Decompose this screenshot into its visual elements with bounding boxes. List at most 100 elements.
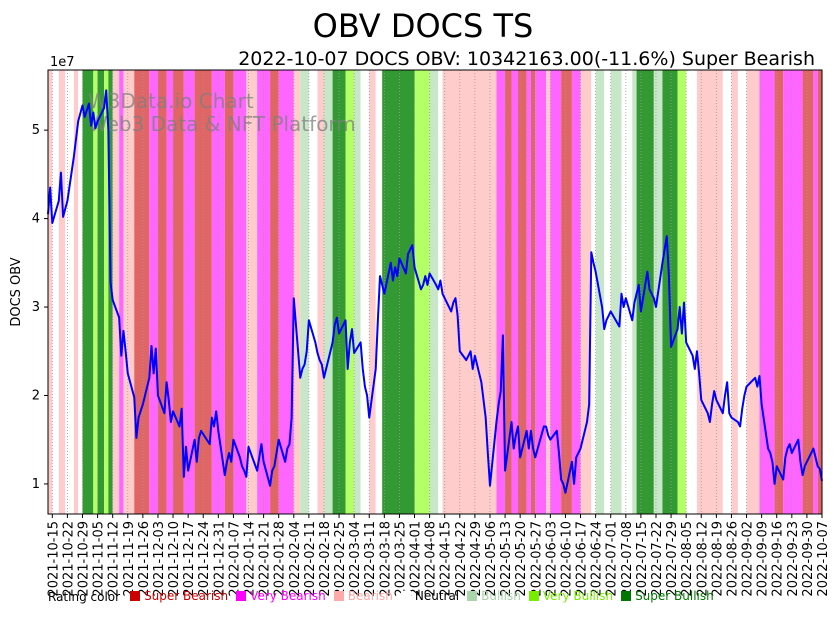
obv-series-line xyxy=(47,89,823,494)
rating-band-very_bearish xyxy=(813,70,818,514)
rating-band-bearish xyxy=(48,70,53,514)
x-tick-label: 2021-12-10 xyxy=(167,521,182,597)
x-tick-label: 2022-09-02 xyxy=(741,521,756,597)
x-tick-label: 2022-04-29 xyxy=(469,521,484,597)
x-axis: 2021-10-15 2021-10-22 2021-10-29 2021-11-05… xyxy=(46,514,831,597)
legend-label: Very Bearish xyxy=(250,589,326,603)
x-tick-label: 2022-05-06 xyxy=(484,521,499,597)
rating-band-bearish xyxy=(580,70,592,514)
rating-band-bearish xyxy=(731,70,738,514)
x-tick-label: 2022-08-26 xyxy=(725,521,740,597)
rating-band-bearish xyxy=(546,70,551,514)
x-tick-label: 2021-12-24 xyxy=(197,521,212,597)
legend-swatch xyxy=(130,591,141,601)
x-tick-label: 2022-04-15 xyxy=(439,521,454,597)
y-tick-label: 4 xyxy=(32,212,40,227)
rating-band-very_bearish xyxy=(119,70,124,514)
legend-item: Super Bearish xyxy=(130,589,228,603)
rating-band-very_bullish xyxy=(345,70,355,514)
rating-band-bearish xyxy=(369,70,376,514)
x-tick-label: 2022-03-25 xyxy=(393,521,408,597)
legend-label: Neutral xyxy=(414,589,460,603)
x-tick-label: 2022-04-01 xyxy=(409,521,424,597)
x-tick-label: 2022-01-28 xyxy=(273,521,288,597)
x-tick-label: 2022-02-11 xyxy=(303,521,318,597)
x-tick-label: 2022-03-11 xyxy=(363,521,378,597)
rating-band-bullish xyxy=(610,70,622,514)
legend-title: Rating color xyxy=(48,589,121,604)
x-tick-label: 2022-06-24 xyxy=(590,521,605,597)
rating-band-super_bearish xyxy=(802,70,814,514)
rating-band-super_bearish xyxy=(505,70,512,514)
x-tick-label: 2022-07-29 xyxy=(665,521,680,597)
x-tick-label: 2022-05-13 xyxy=(499,521,514,597)
rating-band-very_bearish xyxy=(233,70,247,514)
x-tick-label: 2022-06-17 xyxy=(575,521,590,597)
rating-band-very_bullish xyxy=(93,70,98,514)
legend-item: Very Bullish xyxy=(528,589,613,603)
x-tick-label: 2022-08-05 xyxy=(680,521,695,597)
x-tick-label: 2022-01-21 xyxy=(258,521,273,597)
x-tick-label: 2021-10-29 xyxy=(77,521,92,597)
rating-band-super_bullish xyxy=(82,70,94,514)
legend-swatch xyxy=(333,591,344,601)
x-tick-label: 2022-09-16 xyxy=(771,521,786,597)
watermark-line-1: W3Data.io Chart xyxy=(88,89,254,113)
chart-subtitle: 2022-10-07 DOCS OBV: 10342163.00(-11.6%)… xyxy=(238,48,815,70)
x-tick-label: 2021-10-22 xyxy=(61,521,76,597)
x-tick-label: 2022-08-19 xyxy=(710,521,725,597)
rating-band-very_bearish xyxy=(166,70,174,514)
rating-band-very_bullish xyxy=(104,70,109,514)
x-tick-label: 2022-02-25 xyxy=(333,521,348,597)
x-tick-label: 2022-04-22 xyxy=(454,521,469,597)
x-tick-label: 2022-07-22 xyxy=(650,521,665,597)
rating-band-neutral xyxy=(737,70,747,514)
rating-band-very_bearish xyxy=(183,70,195,514)
x-tick-label: 2022-07-15 xyxy=(635,521,650,597)
legend-item: Super Bullish xyxy=(621,589,714,603)
x-tick-label: 2022-06-10 xyxy=(559,521,574,597)
rating-band-bearish xyxy=(123,70,135,514)
rating-band-very_bearish xyxy=(571,70,581,514)
rating-band-super_bullish xyxy=(382,70,415,514)
rating-band-bearish xyxy=(246,70,258,514)
rating-band-super_bearish xyxy=(561,70,572,514)
x-tick-label: 2021-12-31 xyxy=(212,521,227,597)
rating-band-super_bearish xyxy=(173,70,184,514)
x-tick-label: 2022-01-14 xyxy=(243,521,258,597)
rating-band-very_bullish xyxy=(414,70,430,514)
rating-band-very_bullish xyxy=(677,70,687,514)
rating-band-neutral xyxy=(722,70,732,514)
legend-item: Very Bearish xyxy=(236,589,326,603)
legend-item: Bullish xyxy=(467,589,521,603)
x-tick-label: 2022-07-01 xyxy=(605,521,620,597)
rating-band-neutral xyxy=(65,70,74,514)
rating-band-super_bearish xyxy=(270,70,279,514)
legend-item: Neutral xyxy=(400,589,460,603)
rating-band-neutral xyxy=(604,70,611,514)
rating-band-bullish xyxy=(323,70,333,514)
rating-band-neutral xyxy=(308,70,318,514)
x-tick-label: 2022-09-30 xyxy=(801,521,816,597)
x-tick-label: 2022-01-07 xyxy=(227,521,242,597)
legend-item: Bearish xyxy=(333,589,393,603)
y-axis: 1 2 3 4 5 xyxy=(32,123,48,492)
legend-swatch xyxy=(400,591,411,601)
rating-band-very_bearish xyxy=(759,70,775,514)
rating-band-super_bullish xyxy=(97,70,105,514)
x-tick-label: 2021-12-17 xyxy=(182,521,197,597)
rating-band-bearish xyxy=(696,70,723,514)
rating-band-neutral xyxy=(438,70,443,514)
rating-band-very_bearish xyxy=(783,70,803,514)
rating-band-neutral xyxy=(621,70,633,514)
x-tick-label: 2022-06-03 xyxy=(544,521,559,597)
rating-band-neutral xyxy=(686,70,697,514)
rating-band-bearish xyxy=(112,70,120,514)
x-tick-label: 2022-02-04 xyxy=(288,521,303,597)
legend-label: Super Bearish xyxy=(144,589,229,603)
x-tick-label: 2021-11-12 xyxy=(107,521,122,597)
x-tick-label: 2022-03-18 xyxy=(378,521,393,597)
x-tick-label: 2022-09-23 xyxy=(786,521,801,597)
legend-label: Super Bullish xyxy=(635,589,714,603)
